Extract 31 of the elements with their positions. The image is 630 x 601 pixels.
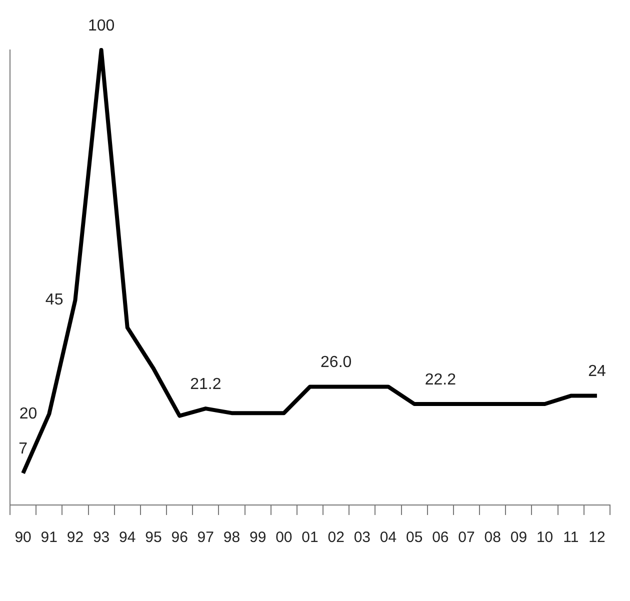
- x-tick-label: 11: [563, 529, 579, 546]
- data-label: 26.0: [320, 354, 352, 372]
- x-tick-label: 04: [380, 529, 397, 546]
- data-label: 21.2: [190, 376, 222, 393]
- x-tick-label: 05: [406, 529, 423, 546]
- x-tick-label: 94: [119, 529, 136, 546]
- data-label: 22.2: [424, 371, 456, 388]
- x-tick-label: 93: [92, 529, 110, 546]
- x-tick-label: 09: [510, 529, 528, 546]
- x-tick-label: 12: [588, 529, 606, 546]
- data-label: 7: [18, 440, 28, 458]
- x-tick-label: 91: [40, 529, 58, 546]
- data-label: 100: [88, 17, 115, 34]
- data-label: 24: [588, 363, 606, 380]
- x-tick-label: 03: [354, 529, 371, 546]
- data-label: 20: [19, 405, 38, 422]
- x-tick-label: 08: [484, 529, 501, 546]
- x-tick-label: 95: [145, 529, 162, 546]
- x-tick-label: 96: [171, 529, 188, 546]
- x-tick-label: 90: [14, 529, 32, 546]
- x-tick-label: 00: [276, 529, 292, 546]
- x-tick-label: 01: [302, 529, 318, 546]
- data-label: 45: [45, 292, 64, 309]
- x-tick-label: 97: [197, 529, 214, 546]
- x-tick-label: 98: [223, 529, 240, 546]
- x-tick-label: 92: [66, 529, 84, 546]
- x-tick-label: 10: [536, 529, 554, 546]
- x-tick-label: 06: [432, 529, 449, 546]
- x-tick-label: 07: [458, 529, 475, 546]
- x-tick-label: 02: [328, 529, 344, 546]
- x-tick-label: 99: [249, 529, 266, 546]
